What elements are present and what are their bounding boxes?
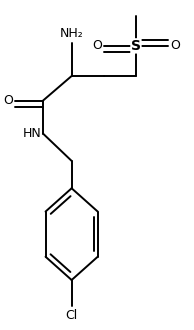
Text: S: S (131, 39, 141, 53)
Text: O: O (92, 39, 102, 52)
Text: O: O (3, 94, 13, 107)
Text: NH₂: NH₂ (60, 27, 83, 40)
Text: Cl: Cl (66, 309, 78, 322)
Text: O: O (170, 39, 180, 52)
Text: HN: HN (23, 127, 41, 140)
